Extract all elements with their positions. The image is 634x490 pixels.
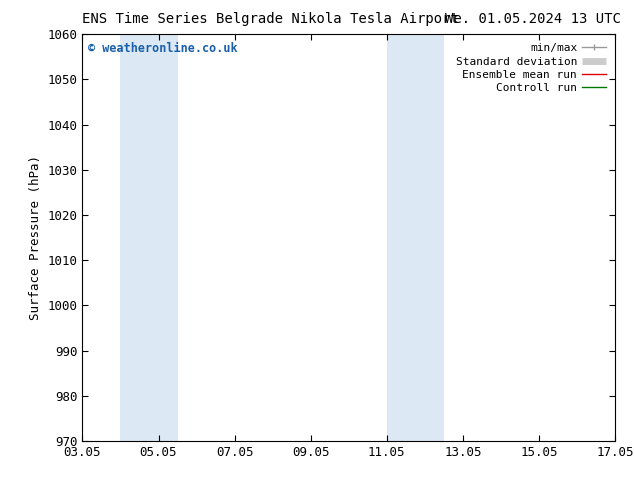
Text: © weatheronline.co.uk: © weatheronline.co.uk [87, 43, 237, 55]
Bar [387, 34, 444, 441]
Y-axis label: Surface Pressure (hPa): Surface Pressure (hPa) [29, 155, 42, 320]
Bar [120, 34, 178, 441]
Text: ENS Time Series Belgrade Nikola Tesla Airport: ENS Time Series Belgrade Nikola Tesla Ai… [82, 12, 459, 26]
Legend: min/max, Standard deviation, Ensemble mean run, Controll run: min/max, Standard deviation, Ensemble me… [453, 40, 609, 97]
Text: We. 01.05.2024 13 UTC: We. 01.05.2024 13 UTC [446, 12, 621, 26]
